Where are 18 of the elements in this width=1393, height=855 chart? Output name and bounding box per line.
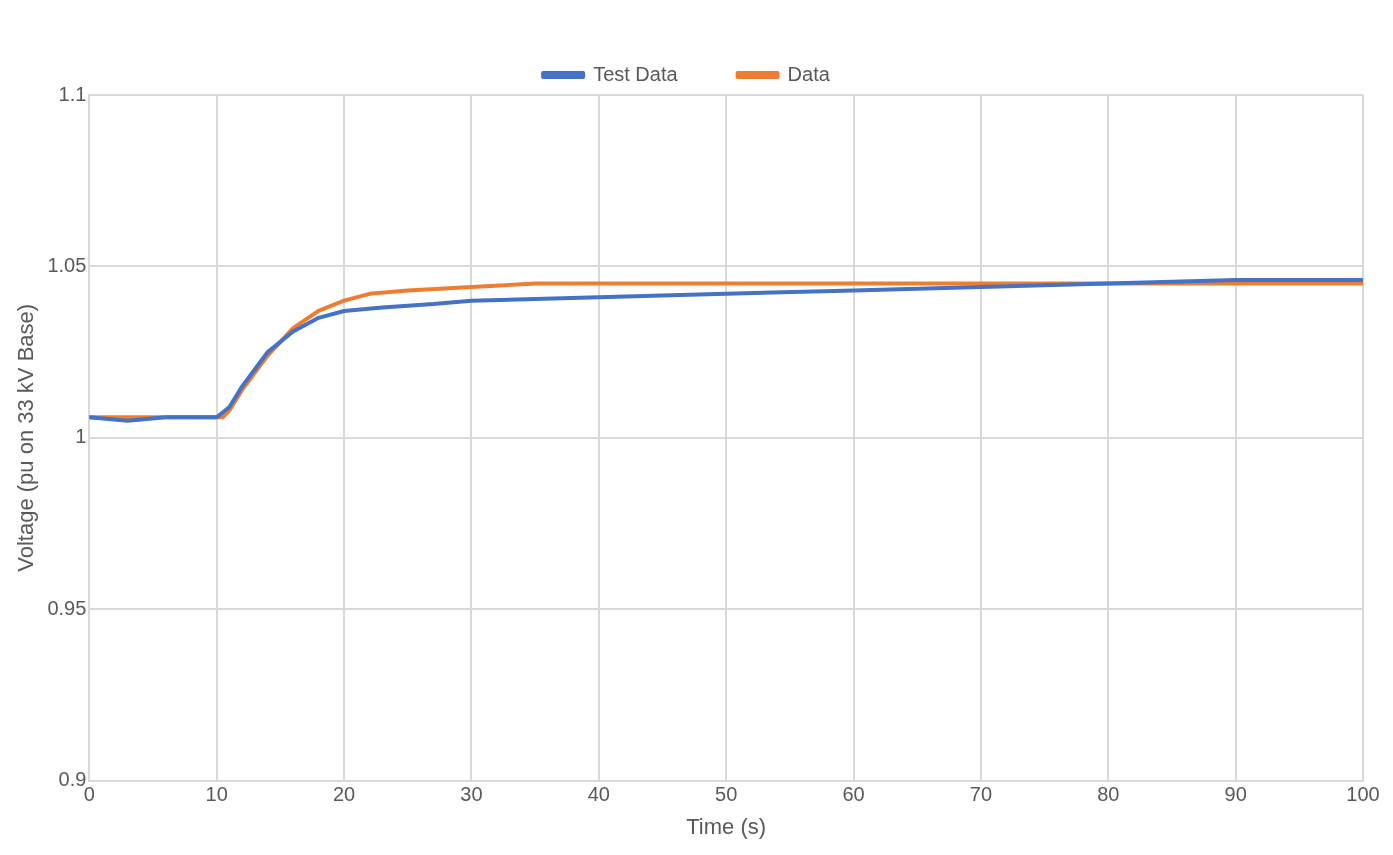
y-tick-label: 0.95 [47, 596, 87, 619]
y-tick-label: 1 [75, 425, 87, 448]
y-tick-label: 1.1 [58, 82, 87, 105]
x-tick-label: 60 [842, 783, 865, 806]
x-tick-label: 30 [460, 783, 483, 806]
x-tick-label: 80 [1097, 783, 1120, 806]
x-tick-label: 100 [1346, 783, 1380, 806]
y-axis-title: Voltage (pu on 33 kV Base) [13, 303, 39, 572]
legend-label: Test Data [593, 62, 679, 85]
x-tick-label: 50 [715, 783, 738, 806]
x-axis-title: Time (s) [686, 813, 767, 839]
x-tick-label: 40 [587, 783, 610, 806]
x-tick-label: 70 [969, 783, 993, 806]
x-tick-label: 20 [332, 783, 356, 806]
legend-label: Data [787, 62, 831, 85]
x-tick-label: 10 [205, 783, 228, 806]
y-tick-label: 1.05 [47, 253, 87, 276]
x-tick-label: 90 [1224, 783, 1247, 806]
